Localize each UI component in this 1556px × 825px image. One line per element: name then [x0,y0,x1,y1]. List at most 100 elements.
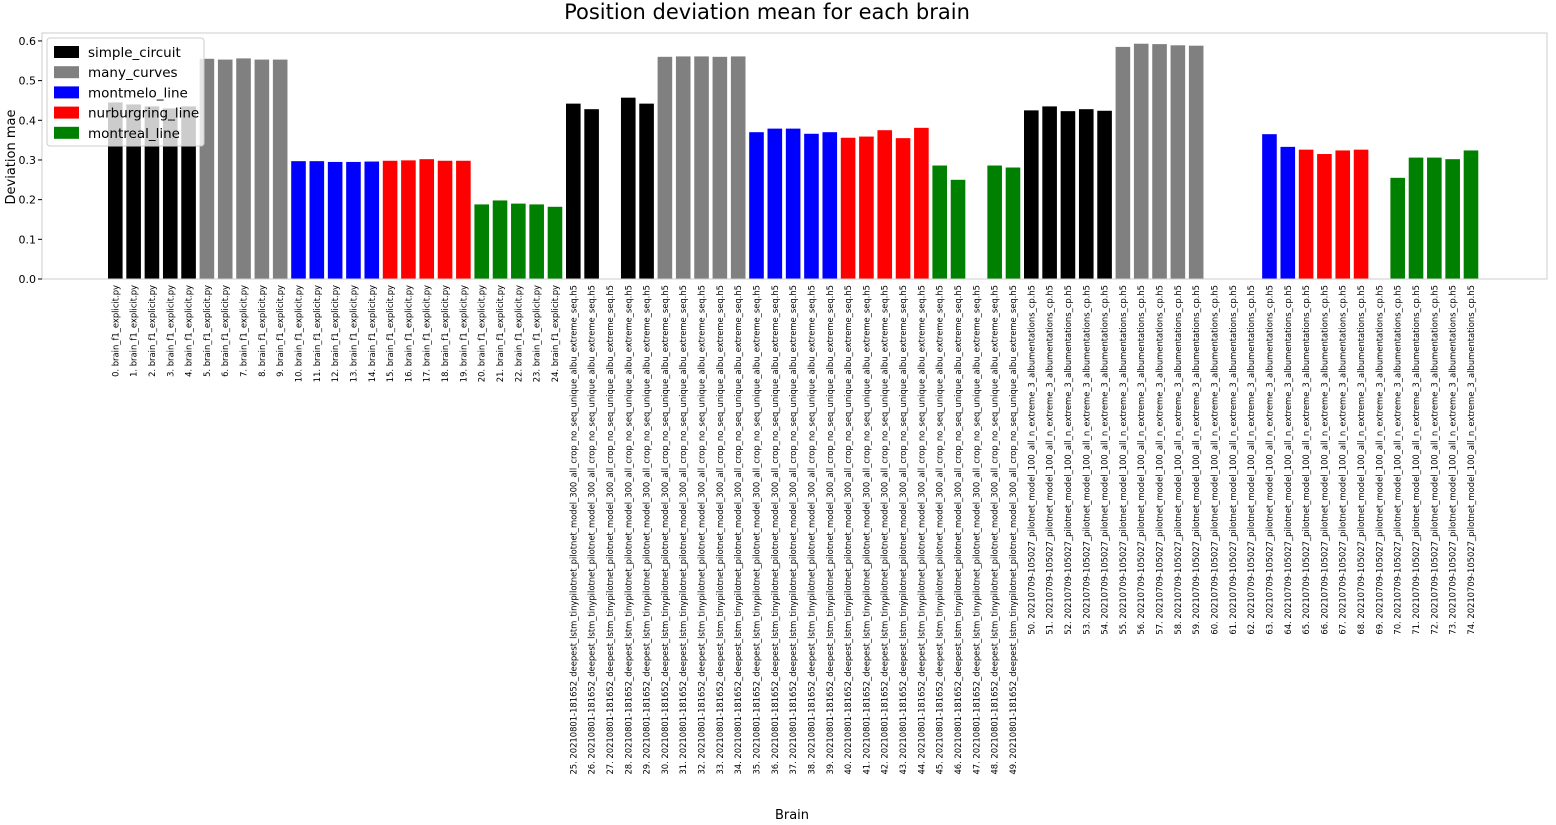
legend: simple_circuit many_curves montmelo_linenu… [46,37,205,147]
x-tick-label: 30. 20210801-181652_deepest_lstm_tinypil… [660,285,670,775]
bar-6 [217,59,233,279]
x-tick-label: 74. 20210709-105027_pilotnet_model_100_a… [1466,285,1476,635]
bar-74 [1463,150,1479,279]
x-tick-label: 61. 20210709-105027_pilotnet_model_100_a… [1228,285,1238,635]
bar-64 [1280,146,1296,279]
x-tick-label: 72. 20210709-105027_pilotnet_model_100_a… [1429,285,1439,635]
y-tick-label: 0.5 [19,75,37,88]
bar-45 [932,165,947,279]
bar-58 [1170,45,1186,279]
bar-48 [987,165,1002,279]
x-tick-label: 60. 20210709-105027_pilotnet_model_100_a… [1210,285,1220,635]
x-tick-label: 62. 20210709-105027_pilotnet_model_100_a… [1246,285,1256,635]
bar-57 [1152,44,1167,279]
legend-swatch-montreal_line [54,126,79,139]
legend-swatch-simple_circuit [54,46,79,58]
x-tick-label: 22. brain_f1_explicit.py [513,285,523,382]
bar-2 [144,106,160,280]
x-tick-label: 21. brain_f1_explicit.py [495,285,505,382]
x-tick-label: 35. 20210801-181652_deepest_lstm_tinypil… [752,285,762,775]
x-tick-label: 57. 20210709-105027_pilotnet_model_100_a… [1155,285,1165,635]
x-tick-label: 44. 20210801-181652_deepest_lstm_tinypil… [916,285,926,775]
bar-37 [785,128,801,279]
legend-label-montreal_line: montreal_line [88,126,180,142]
x-tick-label: 64. 20210709-105027_pilotnet_model_100_a… [1283,285,1293,635]
bar-17 [419,159,435,279]
legend-swatch-montmelo_line [54,86,79,99]
bar-65 [1298,149,1314,279]
bar-40 [840,137,856,279]
bar-63 [1262,134,1277,279]
x-tick-label: 32. 20210801-181652_deepest_lstm_tinypil… [697,285,707,775]
x-tick-label: 68. 20210709-105027_pilotnet_model_100_a… [1356,285,1366,635]
x-tick-label: 39. 20210801-181652_deepest_lstm_tinypil… [825,285,835,775]
x-tick-label: 9. brain_f1_explicit.py [275,285,285,377]
bar-15 [382,160,398,279]
bar-49 [1005,167,1021,279]
x-tick-label: 23. brain_f1_explicit.py [532,285,542,382]
x-tick-label: 46. 20210801-181652_deepest_lstm_tinypil… [953,285,963,775]
x-tick-label: 40. 20210801-181652_deepest_lstm_tinypil… [843,285,853,775]
x-tick-label: 41. 20210801-181652_deepest_lstm_tinypil… [861,285,871,775]
legend-swatch-many_curves [54,66,79,79]
bar-56 [1133,43,1149,280]
x-tick-label: 42. 20210801-181652_deepest_lstm_tinypil… [880,285,890,775]
y-tick-label: 0.2 [19,194,37,207]
x-tick-label: 59. 20210709-105027_pilotnet_model_100_a… [1191,285,1201,635]
bar-12 [327,161,343,279]
bar-66 [1317,154,1332,279]
x-tick-label: 11. brain_f1_explicit.py [312,285,322,382]
bar-22 [511,203,526,279]
y-tick-label: 0.6 [19,35,37,48]
bar-16 [401,160,416,279]
x-tick-label: 13. brain_f1_explicit.py [348,285,358,382]
x-tick-label: 17. brain_f1_explicit.py [422,285,432,382]
legend-swatch-nurburgring_line [54,106,79,119]
x-tick-label: 66. 20210709-105027_pilotnet_model_100_a… [1319,285,1329,635]
x-tick-label: 34. 20210801-181652_deepest_lstm_tinypil… [733,285,743,775]
bar-32 [694,56,709,279]
x-tick-label: 19. brain_f1_explicit.py [458,285,468,382]
bar-39 [822,132,838,279]
x-tick-label: 63. 20210709-105027_pilotnet_model_100_a… [1264,285,1274,635]
bar-42 [877,130,893,279]
x-tick-label: 3. brain_f1_explicit.py [165,285,175,377]
x-tick-label: 0. brain_f1_explicit.py [110,285,120,377]
x-tick-label: 20. brain_f1_explicit.py [477,285,487,382]
bar-50 [1024,110,1039,280]
x-tick-label: 54. 20210709-105027_pilotnet_model_100_a… [1100,285,1110,635]
x-tick-label: 50. 20210709-105027_pilotnet_model_100_a… [1026,285,1036,635]
x-tick-label: 27. 20210801-181652_deepest_lstm_tinypil… [605,285,615,775]
bar-20 [474,204,489,279]
x-tick-label: 47. 20210801-181652_deepest_lstm_tinypil… [971,285,981,775]
bar-1 [126,104,141,279]
bar-21 [492,200,508,279]
x-tick-label: 52. 20210709-105027_pilotnet_model_100_a… [1063,285,1073,635]
x-tick-label: 8. brain_f1_explicit.py [257,285,267,377]
chart-title: Position deviation mean for each brain [564,0,970,24]
bar-54 [1097,110,1112,280]
bar-9 [272,59,288,279]
x-tick-label: 69. 20210709-105027_pilotnet_model_100_a… [1374,285,1384,635]
x-tick-label: 45. 20210801-181652_deepest_lstm_tinypil… [935,285,945,775]
x-tick-label: 51. 20210709-105027_pilotnet_model_100_a… [1045,285,1055,635]
x-tick-label: 67. 20210709-105027_pilotnet_model_100_a… [1338,285,1348,635]
bar-44 [914,127,929,279]
x-tick-label: 33. 20210801-181652_deepest_lstm_tinypil… [715,285,725,775]
legend-frame [46,37,205,147]
y-tick-label: 0.3 [19,154,37,167]
x-tick-label: 7. brain_f1_explicit.py [239,285,249,377]
x-tick-label: 70. 20210709-105027_pilotnet_model_100_a… [1393,285,1403,635]
y-axis-label: Deviation mae [4,110,19,205]
bar-35 [749,132,764,279]
bar-13 [346,161,361,279]
bar-36 [767,128,783,279]
x-tick-label: 53. 20210709-105027_pilotnet_model_100_a… [1081,285,1091,635]
y-tick-label: 0.1 [19,233,37,246]
legend-label-montmelo_line: montmelo_line [88,85,188,101]
bar-28 [620,97,636,279]
bar-55 [1115,46,1131,279]
bar-14 [364,161,380,279]
x-tick-label: 4. brain_f1_explicit.py [184,285,194,377]
